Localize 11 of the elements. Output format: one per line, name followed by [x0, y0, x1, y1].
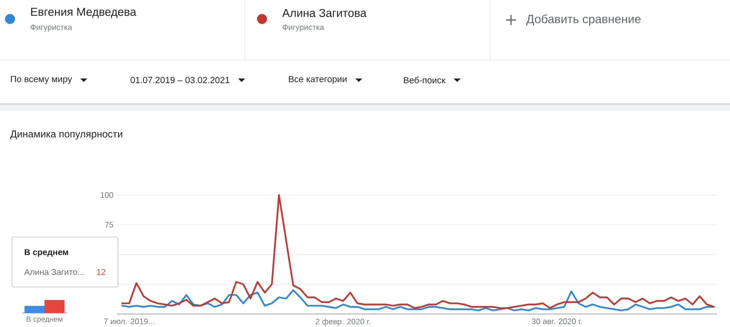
legend-label: Алина Загитова [282, 8, 367, 18]
text: Веб-поиск [404, 76, 446, 84]
chart-title: Динамика популярности [10, 130, 122, 140]
text: Алина Загито... [24, 269, 84, 275]
text: 12 [97, 269, 106, 275]
text: Все категории [288, 76, 346, 84]
text: Добавить сравнение [526, 14, 641, 26]
text: По всему миру [10, 76, 72, 84]
text: 01.07.2019 – 03.02.2021 [130, 76, 230, 84]
text: В среднем [24, 249, 68, 257]
legend-label: Евгения Медведева [31, 8, 136, 18]
